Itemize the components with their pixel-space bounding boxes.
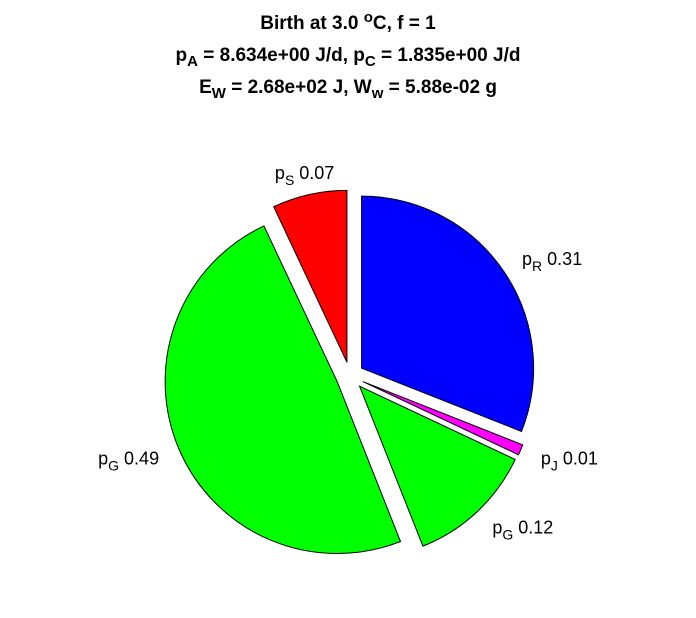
pie-slice-s-4 (273, 189, 348, 363)
slice-label-0: pR 0.31 (522, 249, 582, 274)
title-line-3: EW = 2.68e+02 J, Ww = 5.88e-02 g (199, 77, 497, 102)
slice-label-1: pJ 0.01 (541, 449, 598, 474)
pie-slice-g-2 (358, 385, 516, 547)
pie-slice-j-1 (362, 381, 524, 456)
title-line-2: pA = 8.634e+00 J/d, pC = 1.835e+00 J/d (175, 45, 521, 70)
slice-label-3: pG 0.49 (98, 449, 159, 474)
pie-slice-g-3 (164, 225, 402, 555)
slice-label-4: pS 0.07 (275, 163, 334, 188)
chart-title: Birth at 3.0 oC, f = 1 pA = 8.634e+00 J/… (0, 8, 696, 104)
pie-slice-r-0 (361, 195, 535, 433)
title-line-1: Birth at 3.0 oC, f = 1 (260, 9, 436, 34)
slice-label-2: pG 0.12 (492, 518, 553, 543)
